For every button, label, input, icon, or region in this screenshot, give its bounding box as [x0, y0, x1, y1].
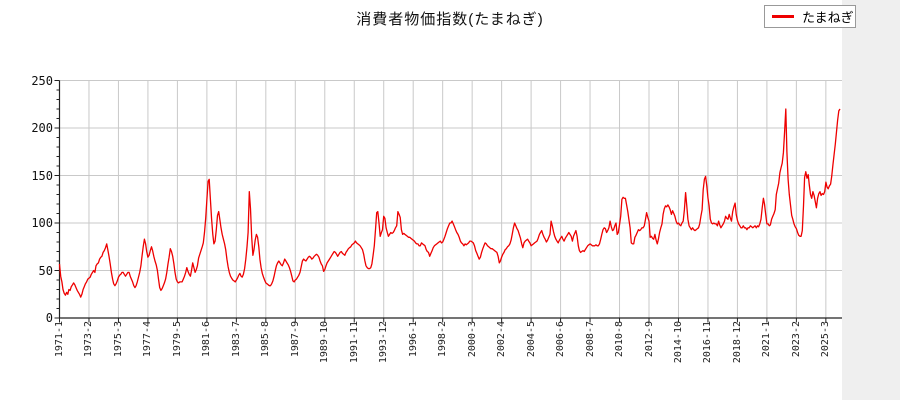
- x-axis-label: 2012-9: [643, 321, 655, 358]
- x-axis-label: 1996-1: [407, 321, 419, 358]
- x-axis-label: 2016-11: [702, 321, 714, 364]
- x-axis-label: 2023-2: [790, 321, 802, 358]
- x-axis-label: 1981-6: [201, 321, 213, 358]
- x-axis-label: 1979-5: [171, 321, 183, 358]
- x-axis-label: 2018-12: [731, 321, 743, 364]
- price-line-series: [58, 108, 841, 298]
- x-axis-label: 2004-5: [525, 321, 537, 358]
- x-axis-label: 1991-11: [348, 321, 360, 364]
- x-axis-label: 1987-9: [289, 321, 301, 358]
- x-axis-label: 1973-2: [83, 321, 95, 358]
- y-axis-label: 100: [31, 216, 53, 230]
- x-axis-label: 2008-7: [584, 321, 596, 358]
- x-axis-label: 2002-4: [496, 321, 508, 358]
- x-axis-label: 1983-7: [230, 321, 242, 358]
- y-axis-label: 150: [31, 168, 53, 183]
- x-axis-label: 1985-8: [260, 321, 272, 358]
- chart-title: 消費者物価指数(たまねぎ): [356, 11, 544, 28]
- y-axis-label: 200: [31, 121, 53, 135]
- x-axis-label: 2006-6: [555, 321, 567, 358]
- x-axis-label: 1989-10: [319, 321, 331, 364]
- chart-card: [0, 0, 842, 400]
- legend-series-label: たまねぎ: [802, 10, 854, 25]
- x-axis-label: 2014-10: [672, 321, 684, 364]
- y-axis-label: 250: [31, 73, 53, 88]
- x-axis-label: 2000-3: [466, 321, 478, 358]
- legend-line-sample-icon: [772, 15, 794, 18]
- x-axis-label: 1998-2: [437, 321, 449, 358]
- x-axis-label: 1975-3: [112, 321, 124, 358]
- y-axis-label: 50: [38, 263, 53, 278]
- legend: たまねぎ: [764, 5, 856, 28]
- x-axis-label: 1977-4: [142, 321, 154, 358]
- x-axis-label: 2010-8: [614, 321, 626, 358]
- x-axis-label: 1993-12: [378, 321, 390, 364]
- x-axis-label: 2025-3: [820, 321, 832, 358]
- y-axis-label: 0: [45, 311, 53, 325]
- x-axis-label: 1971-1: [54, 321, 65, 358]
- x-axis-label: 2021-1: [761, 321, 773, 358]
